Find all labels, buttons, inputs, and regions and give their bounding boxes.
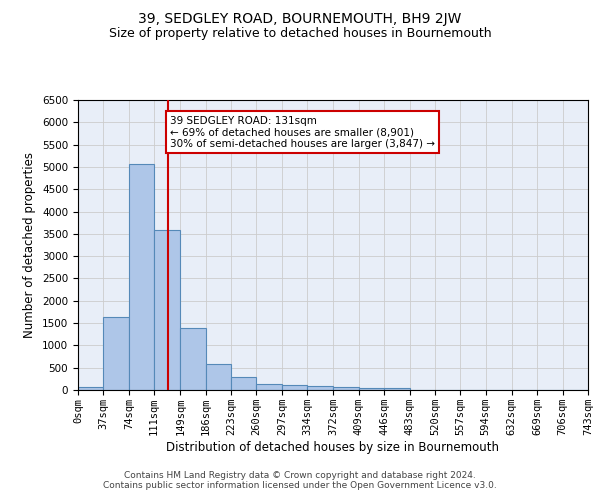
- Bar: [384, 388, 410, 390]
- X-axis label: Distribution of detached houses by size in Bournemouth: Distribution of detached houses by size …: [167, 440, 499, 454]
- Text: 39 SEDGLEY ROAD: 131sqm
← 69% of detached houses are smaller (8,901)
30% of semi: 39 SEDGLEY ROAD: 131sqm ← 69% of detache…: [170, 116, 435, 149]
- Bar: [334, 388, 359, 390]
- Bar: [231, 377, 256, 390]
- Bar: [129, 164, 154, 390]
- Text: Contains HM Land Registry data © Crown copyright and database right 2024.
Contai: Contains HM Land Registry data © Crown c…: [103, 470, 497, 490]
- Text: 39, SEDGLEY ROAD, BOURNEMOUTH, BH9 2JW: 39, SEDGLEY ROAD, BOURNEMOUTH, BH9 2JW: [139, 12, 461, 26]
- Bar: [307, 386, 332, 390]
- Bar: [103, 317, 129, 390]
- Bar: [180, 328, 206, 390]
- Y-axis label: Number of detached properties: Number of detached properties: [23, 152, 37, 338]
- Bar: [154, 230, 179, 390]
- Bar: [78, 386, 103, 390]
- Bar: [282, 385, 307, 390]
- Bar: [206, 364, 231, 390]
- Bar: [359, 388, 384, 390]
- Bar: [256, 384, 282, 390]
- Text: Size of property relative to detached houses in Bournemouth: Size of property relative to detached ho…: [109, 28, 491, 40]
